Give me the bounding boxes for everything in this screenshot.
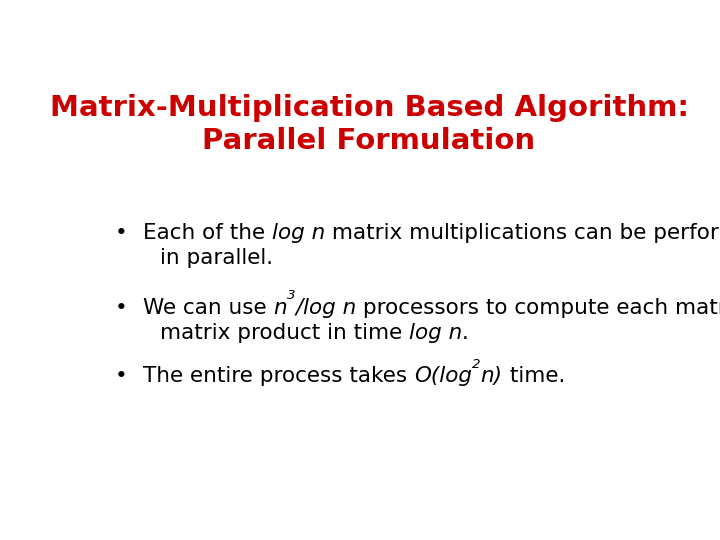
- Text: n): n): [480, 366, 503, 386]
- Text: We can use: We can use: [143, 298, 274, 318]
- Text: The entire process takes: The entire process takes: [143, 366, 414, 386]
- Text: /: /: [296, 298, 303, 318]
- Text: •: •: [114, 223, 127, 243]
- Text: matrix product in time: matrix product in time: [160, 323, 409, 343]
- Text: log n: log n: [409, 323, 462, 343]
- Text: matrix multiplications can be performed: matrix multiplications can be performed: [325, 223, 720, 243]
- Text: log n: log n: [303, 298, 356, 318]
- Text: O(log: O(log: [414, 366, 472, 386]
- Text: •: •: [114, 298, 127, 318]
- Text: •: •: [114, 366, 127, 386]
- Text: n: n: [274, 298, 287, 318]
- Text: 3: 3: [287, 289, 296, 302]
- Text: .: .: [462, 323, 469, 343]
- Text: 2: 2: [472, 357, 480, 370]
- Text: Matrix-Multiplication Based Algorithm:
Parallel Formulation: Matrix-Multiplication Based Algorithm: P…: [50, 94, 688, 156]
- Text: time.: time.: [503, 366, 565, 386]
- Text: Each of the: Each of the: [143, 223, 272, 243]
- Text: processors to compute each matrix-: processors to compute each matrix-: [356, 298, 720, 318]
- Text: in parallel.: in parallel.: [160, 248, 273, 268]
- Text: log n: log n: [272, 223, 325, 243]
